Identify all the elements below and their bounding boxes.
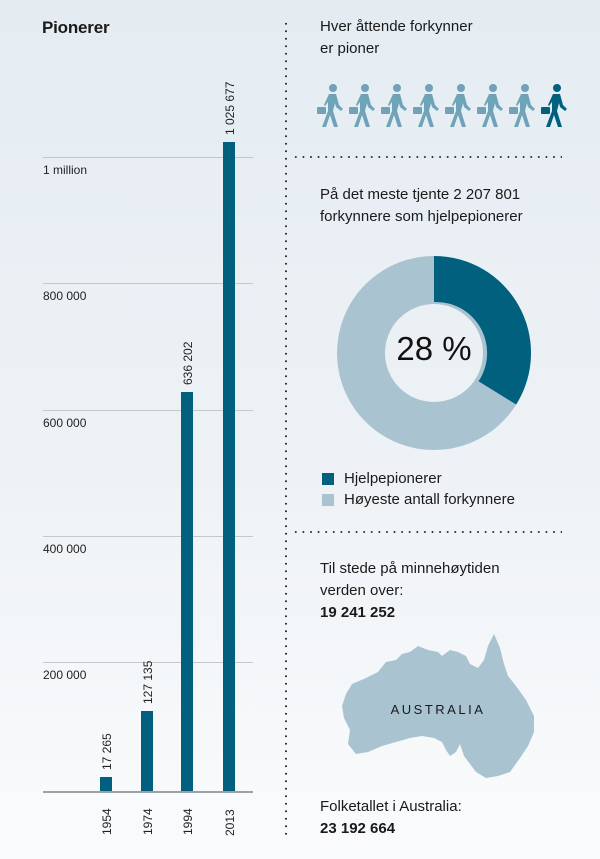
y-axis-label: 400 000 [43,542,87,556]
legend-label: Hjelpepionerer [344,470,442,487]
donut-segment-auxiliary [434,256,532,405]
walking-person-icon [477,84,503,127]
donut-center-label: 28 % [396,330,472,367]
bar-value-label: 1 025 677 [223,81,237,135]
legend-item: Hjelpepionerer [322,468,515,489]
walking-person-icon [509,84,535,127]
horizontal-dotted-divider [292,156,562,158]
text-line: Til stede på minnehøytiden [320,560,500,577]
bar-value-label: 127 135 [141,660,155,704]
legend-label: Høyeste antall forkynnere [344,491,515,508]
legend-item: Høyeste antall forkynnere [322,489,515,510]
text-line: Hver åttende forkynner [320,18,473,35]
text-line: Folketallet i Australia: [320,798,462,815]
y-axis-label: 600 000 [43,416,87,430]
y-axis-label: 1 million [43,163,88,177]
bar-1954 [100,777,112,791]
population-value: 23 192 664 [320,820,396,837]
walking-person-icon [445,84,471,127]
attendance-value: 19 241 252 [320,604,396,621]
x-axis-baseline [43,791,253,793]
donut-legend: Hjelpepionerer Høyeste antall forkynnere [322,468,515,510]
gridline-200k [43,662,253,663]
text-line: forkynnere som hjelpepionerer [320,208,523,225]
text-line: verden over: [320,582,404,599]
chart-title: Pionerer [42,18,110,37]
bar-value-label: 636 202 [181,341,195,385]
vertical-dotted-divider [285,20,287,840]
australia-map-icon [342,634,534,778]
gridline-600k [43,410,253,411]
x-axis-label: 1954 [100,808,114,835]
legend-swatch [322,472,334,485]
population-text: Folketallet i Australia: 23 192 664 [320,796,462,840]
y-axis-label: 200 000 [43,668,87,682]
gridline-1m [43,157,253,158]
gridline-800k [43,283,253,284]
horizontal-dotted-divider [292,531,562,533]
walking-person-icon [317,84,343,127]
pioneer-ratio-text: Hver åttende forkynner er pioner [320,16,473,60]
walking-person-icon-highlighted [541,84,567,127]
gridline-400k [43,536,253,537]
x-axis-label: 2013 [223,809,237,836]
bar-2013 [223,142,235,791]
walking-person-icon [413,84,439,127]
y-axis-label: 800 000 [43,289,87,303]
legend-swatch [322,493,334,506]
donut-chart [337,256,532,450]
x-axis-label: 1974 [141,808,155,835]
text-line: er pioner [320,40,380,57]
text-line: På det meste tjente 2 207 801 [320,186,521,203]
bar-value-label: 17 265 [100,733,114,770]
auxiliary-pioneer-text: På det meste tjente 2 207 801 forkynnere… [320,184,523,228]
walking-person-icon [381,84,407,127]
x-axis-label: 1994 [181,808,195,835]
map-label: AUSTRALIA [390,702,486,717]
walking-person-icon [349,84,375,127]
bar-1994 [181,392,193,791]
walker-icons-row [316,83,568,129]
bar-1974 [141,711,153,791]
memorial-attendance-text: Til stede på minnehøytiden verden over: … [320,558,500,624]
